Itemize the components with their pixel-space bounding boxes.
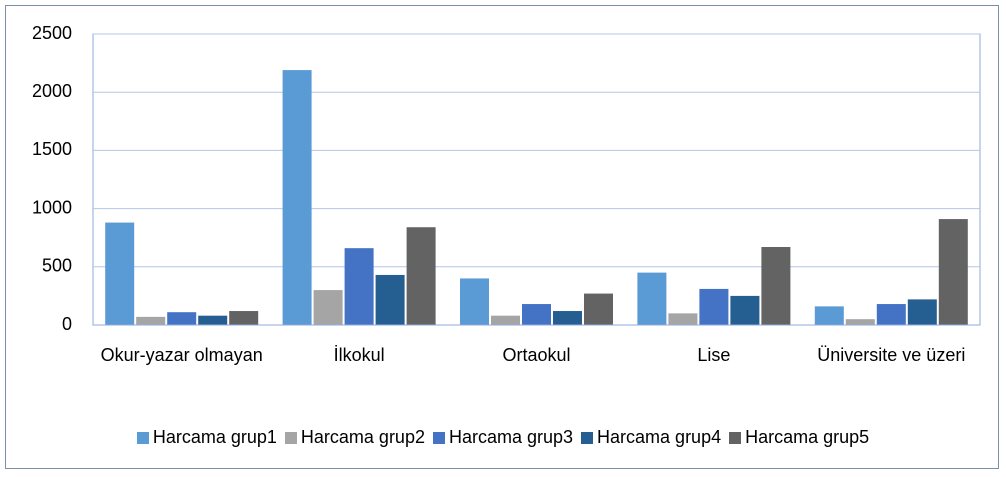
bar bbox=[730, 295, 760, 325]
bar bbox=[938, 219, 968, 325]
y-tick-label: 1500 bbox=[32, 139, 72, 159]
legend-swatch bbox=[284, 431, 297, 444]
bar bbox=[637, 272, 667, 325]
bar bbox=[814, 306, 844, 325]
legend-item: Harcama grup2 bbox=[284, 427, 425, 448]
y-tick-label: 2500 bbox=[32, 23, 72, 43]
bar bbox=[460, 278, 489, 325]
bar bbox=[375, 274, 405, 325]
bar bbox=[167, 312, 197, 325]
bar bbox=[584, 293, 613, 325]
chart-frame bbox=[5, 5, 999, 469]
legend-swatch bbox=[136, 431, 149, 444]
bar bbox=[229, 311, 259, 325]
bar bbox=[136, 316, 166, 325]
bar bbox=[344, 248, 374, 325]
legend-item: Harcama grup4 bbox=[581, 427, 721, 448]
legend-item: Harcama grup3 bbox=[432, 427, 574, 448]
legend-label: Harcama grup1 bbox=[152, 427, 277, 447]
legend-label: Harcama grup5 bbox=[745, 427, 870, 447]
y-tick-label: 500 bbox=[42, 256, 72, 276]
bar bbox=[761, 247, 791, 325]
bar bbox=[313, 290, 343, 325]
y-tick-label: 1000 bbox=[32, 197, 72, 217]
x-tick-label: Lise bbox=[697, 345, 731, 365]
bar bbox=[491, 315, 520, 325]
x-tick-label: Okur-yazar olmayan bbox=[100, 345, 263, 365]
bar bbox=[876, 304, 906, 325]
legend-label: Harcama grup4 bbox=[597, 427, 722, 447]
bar bbox=[282, 70, 312, 325]
legend-swatch bbox=[432, 431, 445, 444]
bar bbox=[845, 319, 875, 325]
bar bbox=[522, 304, 551, 325]
bar bbox=[699, 288, 729, 325]
bar bbox=[105, 222, 135, 325]
plot-area bbox=[92, 33, 981, 326]
bar bbox=[668, 313, 698, 325]
legend: Harcama grup1 Harcama grup2 Harcama grup3 H… bbox=[0, 427, 1006, 448]
bar bbox=[907, 299, 937, 325]
legend-item: Harcama grup1 bbox=[136, 427, 277, 448]
y-tick-label: 0 bbox=[62, 314, 72, 334]
legend-swatch bbox=[729, 431, 742, 444]
bar bbox=[406, 227, 436, 325]
legend-label: Harcama grup2 bbox=[300, 427, 425, 447]
x-tick-label: Ortaokul bbox=[502, 345, 571, 365]
x-tick-label: Üniversite ve üzeri bbox=[817, 345, 966, 365]
legend-swatch bbox=[581, 431, 594, 444]
x-tick-label: İlkokul bbox=[333, 345, 385, 365]
legend-item: Harcama grup5 bbox=[729, 427, 869, 448]
legend-label: Harcama grup3 bbox=[448, 427, 574, 447]
y-tick-label: 2000 bbox=[32, 81, 72, 101]
bar bbox=[553, 311, 582, 325]
bar bbox=[198, 315, 228, 325]
